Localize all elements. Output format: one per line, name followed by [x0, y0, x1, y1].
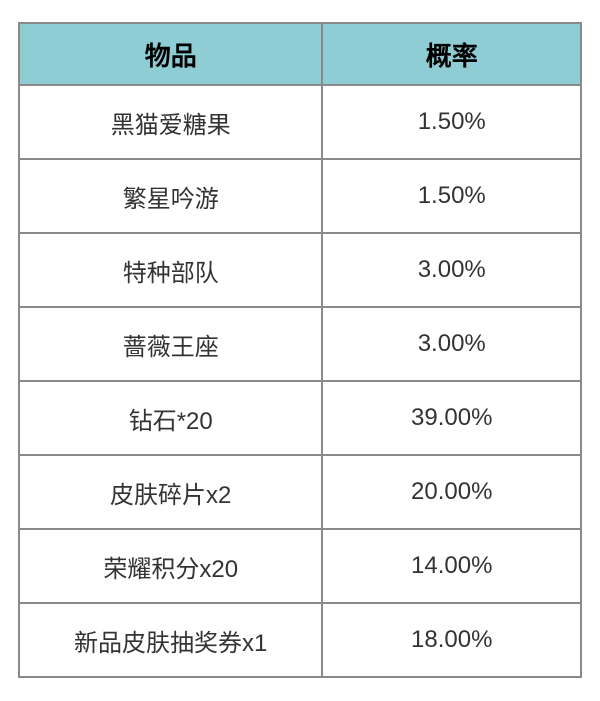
- cell-item: 新品皮肤抽奖券x1: [19, 603, 322, 677]
- cell-item: 钻石*20: [19, 381, 322, 455]
- table-header-row: 物品 概率: [19, 23, 581, 85]
- cell-item: 蔷薇王座: [19, 307, 322, 381]
- cell-item: 特种部队: [19, 233, 322, 307]
- cell-rate: 18.00%: [322, 603, 581, 677]
- cell-rate: 1.50%: [322, 159, 581, 233]
- column-header-rate: 概率: [322, 23, 581, 85]
- table-row: 黑猫爱糖果 1.50%: [19, 85, 581, 159]
- table-row: 特种部队 3.00%: [19, 233, 581, 307]
- table-row: 新品皮肤抽奖券x1 18.00%: [19, 603, 581, 677]
- table-row: 钻石*20 39.00%: [19, 381, 581, 455]
- table-row: 荣耀积分x20 14.00%: [19, 529, 581, 603]
- cell-item: 荣耀积分x20: [19, 529, 322, 603]
- cell-item: 皮肤碎片x2: [19, 455, 322, 529]
- probability-table: 物品 概率 黑猫爱糖果 1.50% 繁星吟游 1.50% 特种部队 3.00% …: [18, 22, 582, 678]
- cell-rate: 14.00%: [322, 529, 581, 603]
- table-row: 繁星吟游 1.50%: [19, 159, 581, 233]
- cell-rate: 3.00%: [322, 307, 581, 381]
- cell-rate: 39.00%: [322, 381, 581, 455]
- cell-rate: 3.00%: [322, 233, 581, 307]
- cell-rate: 20.00%: [322, 455, 581, 529]
- cell-item: 繁星吟游: [19, 159, 322, 233]
- cell-item: 黑猫爱糖果: [19, 85, 322, 159]
- column-header-item: 物品: [19, 23, 322, 85]
- table-row: 蔷薇王座 3.00%: [19, 307, 581, 381]
- cell-rate: 1.50%: [322, 85, 581, 159]
- table-row: 皮肤碎片x2 20.00%: [19, 455, 581, 529]
